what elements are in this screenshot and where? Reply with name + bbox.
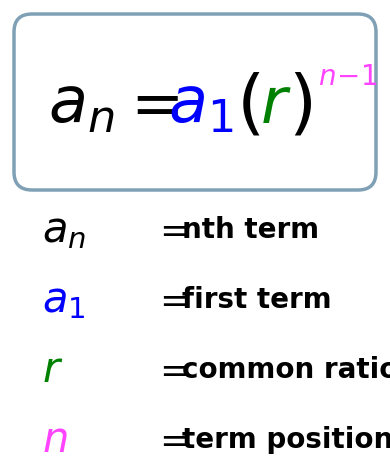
Text: $a_n$: $a_n$ [48,74,115,136]
Text: $)$: $)$ [288,70,312,141]
Text: nth term: nth term [182,216,319,244]
Text: $a_n$: $a_n$ [42,209,86,251]
FancyBboxPatch shape [14,14,376,190]
Text: $r$: $r$ [260,74,292,136]
Text: $=$: $=$ [152,353,188,387]
Text: $n$: $n$ [42,419,67,461]
Text: $r$: $r$ [42,349,63,391]
Text: $=$: $=$ [152,213,188,247]
Text: $=$: $=$ [152,283,188,317]
Text: $a_1$: $a_1$ [168,74,233,136]
Text: $a_1$: $a_1$ [42,279,85,321]
Text: $n\!-\!1$: $n\!-\!1$ [318,64,378,91]
Text: $=$: $=$ [152,423,188,457]
Text: $($: $($ [236,70,261,141]
Text: common ratio: common ratio [182,356,390,384]
Text: $=$: $=$ [118,75,179,136]
Text: term position: term position [182,426,390,454]
Text: first term: first term [182,286,332,314]
